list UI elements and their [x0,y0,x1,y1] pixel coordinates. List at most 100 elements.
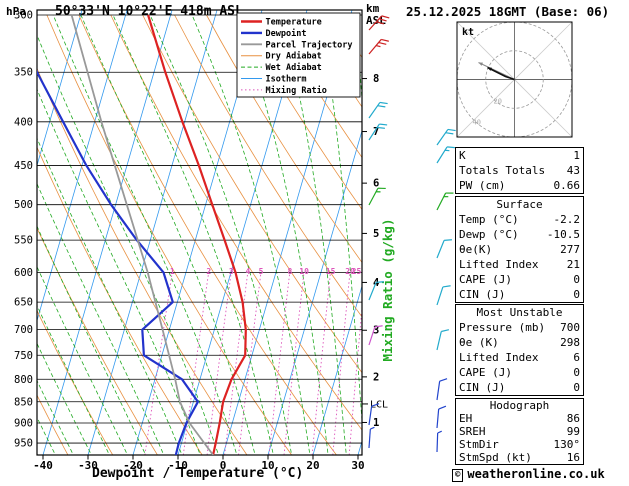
svg-text:500: 500 [14,199,33,211]
hodograph-and-barbs: 20 40 kt [436,21,573,453]
datetime-label: 25.12.2025 18GMT (Base: 06) [406,4,610,19]
svg-text:10: 10 [299,267,309,276]
svg-text:5: 5 [259,267,264,276]
hodograph: 20 40 kt [456,21,573,138]
svg-text:Dewpoint: Dewpoint [266,28,307,39]
table-row: Lifted Index 21 [459,258,580,271]
svg-text:600: 600 [14,267,33,279]
svg-text:850: 850 [14,396,33,408]
wind-barb [436,378,448,401]
wind-barb [368,101,388,119]
wind-barb [368,325,383,346]
ring-label: 20 [494,98,502,106]
mixing-ratio-labels: 1 2 3 4 5 8 10 15 2025 [170,267,362,276]
table-row: CIN (J) 0 [459,288,580,301]
svg-text:950: 950 [14,438,33,450]
svg-text:0: 0 [220,459,227,472]
wind-barb [368,281,384,301]
table-row: θe(K) 277 [459,243,580,256]
svg-text:650: 650 [14,297,33,309]
svg-text:800: 800 [14,374,33,386]
wind-barb [368,403,380,426]
svg-text:7: 7 [373,126,379,138]
wind-barb [436,146,455,164]
svg-text:1: 1 [170,267,175,276]
wind-barb-column-right [436,128,456,453]
hodograph-border [456,21,573,138]
pressure-tick-labels: 300 350 400 450 500 550 600 650 700 750 800 850 900 9… [14,9,33,449]
table-title: Hodograph [489,399,550,412]
svg-text:20: 20 [306,459,319,472]
svg-text:8: 8 [373,73,379,85]
table-row: Pressure (mb) 700 [459,321,580,334]
wind-barb [436,239,452,259]
wind-barb [436,405,447,429]
svg-text:4: 4 [245,267,250,276]
hodograph-table: Hodograph EH 86 SREH 99 StmDir 130° StmSpd … [455,398,584,465]
most-unstable-table: Most Unstable Pressure (mb) 700 θe (K) 298… [455,304,584,396]
svg-text:15: 15 [326,267,336,276]
table-row: θe (K) 298 [459,336,580,349]
svg-text:550: 550 [14,235,33,247]
svg-text:450: 450 [14,160,33,172]
svg-text:-30: -30 [78,459,98,472]
table-title: Most Unstable [476,306,563,319]
svg-text:Wet Adiabat: Wet Adiabat [266,62,322,73]
svg-text:10: 10 [261,459,274,472]
svg-text:400: 400 [14,116,33,128]
svg-text:8: 8 [287,267,292,276]
wind-barb [436,329,450,351]
svg-text:2: 2 [206,267,211,276]
table-row: Lifted Index 6 [459,351,580,364]
wind-barb [368,187,386,206]
wind-barb [368,123,388,141]
table-row: SREH 99 [459,425,580,438]
wind-barb [368,38,389,55]
svg-text:1: 1 [373,417,379,429]
svg-text:2: 2 [373,371,379,383]
parcel-trajectory-curve [70,14,214,455]
svg-text:3: 3 [373,325,379,337]
svg-text:-20: -20 [123,459,143,472]
table-row: StmDir 130° [459,438,580,451]
svg-text:900: 900 [14,417,33,429]
lcl-label: LCL [370,399,388,410]
plot-border [36,9,363,456]
wind-barb [436,128,456,146]
svg-text:Isotherm: Isotherm [266,75,307,85]
svg-text:3: 3 [229,267,234,276]
dewpoint-curve [37,69,199,455]
svg-text:6: 6 [373,178,379,190]
mixing-ratio-axis-label: Mixing Ratio (g/kg) [380,219,395,362]
svg-text:20: 20 [345,267,355,276]
svg-text:Parcel Trajectory: Parcel Trajectory [266,39,353,50]
pressure-unit-label: hPa [6,5,26,18]
km-label: km [366,2,380,15]
wind-barb [436,192,454,211]
table-row: CAPE (J) 0 [459,273,580,286]
svg-text:-10: -10 [168,459,188,472]
hodograph-trace [487,66,515,81]
table-row: CAPE (J) 0 [459,366,580,379]
hodograph-unit-label: kt [462,27,474,38]
copyright: © weatheronline.co.uk [452,467,605,482]
svg-text:Temperature: Temperature [266,18,322,28]
svg-text:5: 5 [373,228,379,240]
site-link[interactable]: weatheronline.co.uk [467,467,605,481]
skewt-background [37,10,362,455]
table-row: StmSpd (kt) 16 [459,451,580,464]
svg-text:Dry Adiabat: Dry Adiabat [266,51,322,62]
svg-text:30: 30 [351,459,364,472]
surface-table: Surface Temp (°C) -2.2 Dewp (°C) -10.5 θe(… [455,196,584,303]
svg-text:750: 750 [14,350,33,362]
temperature-curve [147,14,247,455]
svg-text:700: 700 [14,324,33,336]
table-row: Dewp (°C) -10.5 [459,228,580,241]
table-row: CIN (J) 0 [459,381,580,394]
svg-text:25: 25 [352,267,362,276]
table-row: PW (cm) 0.66 [459,179,580,192]
x-axis-label: Dewpoint / Temperature (°C) [92,466,304,481]
